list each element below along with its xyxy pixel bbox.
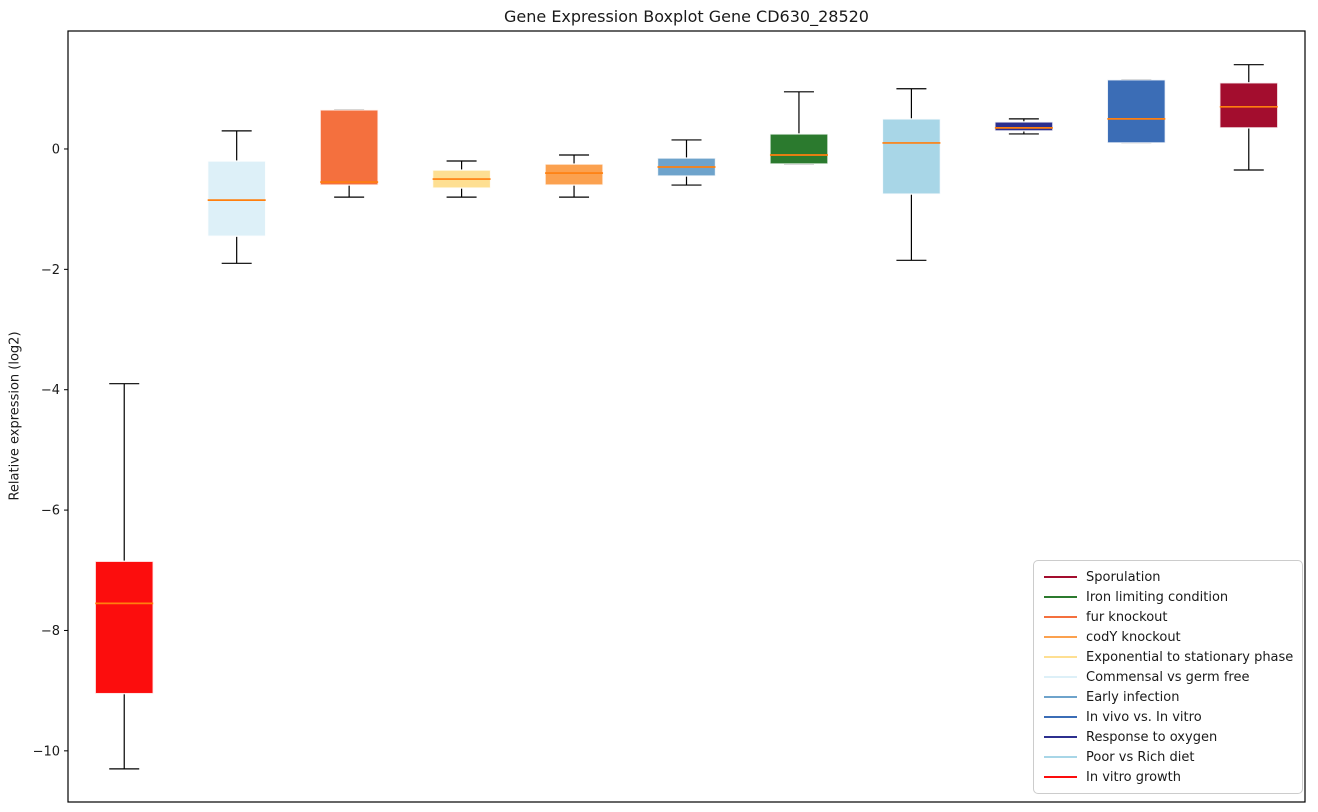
box [881, 118, 942, 195]
legend-label: Exponential to stationary phase [1086, 649, 1294, 665]
box [1219, 82, 1279, 129]
legend-item-response-to-oxygen: Response to oxygen [1044, 727, 1302, 747]
legend-swatch [1044, 715, 1077, 719]
chart-title: Gene Expression Boxplot Gene CD630_28520 [504, 7, 869, 26]
boxplot-iron-limiting-condition [769, 91, 829, 165]
legend-swatch [1044, 655, 1077, 659]
legend-item-fur-knockout: fur knockout [1044, 607, 1302, 627]
legend-label: codY knockout [1086, 629, 1181, 645]
box [544, 163, 604, 186]
legend-swatch [1044, 775, 1077, 779]
legend-item-in-vitro-growth: In vitro growth [1044, 767, 1302, 787]
legend-label: In vivo vs. In vitro [1086, 709, 1202, 725]
legend-label: Response to oxygen [1086, 729, 1218, 745]
box [319, 109, 379, 186]
y-tick-label: 0 [52, 142, 60, 157]
legend-item-early-infection: Early infection [1044, 687, 1302, 707]
legend-swatch [1044, 615, 1077, 619]
legend-items: Sporulation Iron limiting condition fur kn… [1044, 567, 1302, 787]
legend-item-exponential-to-stationary-phase: Exponential to stationary phase [1044, 647, 1302, 667]
legend-swatch [1044, 575, 1077, 579]
legend-swatch [1044, 755, 1077, 759]
y-tick-label: −8 [41, 624, 60, 639]
legend-item-cody-knockout: codY knockout [1044, 627, 1302, 647]
box [1106, 79, 1167, 144]
boxplot-fur-knockout [319, 109, 379, 198]
y-tick-label: −10 [33, 744, 60, 759]
y-tick-label: −4 [41, 383, 60, 398]
y-tick-label: −6 [41, 504, 60, 519]
boxplot-in-vitro-growth [94, 383, 154, 770]
plot-frame [67, 30, 1306, 803]
box [769, 133, 829, 165]
legend-item-poor-vs-rich-diet: Poor vs Rich diet [1044, 747, 1302, 767]
boxplot-early-infection [656, 139, 717, 186]
box [994, 121, 1054, 132]
legend-swatch [1044, 595, 1077, 599]
legend: Sporulation Iron limiting condition fur kn… [1033, 560, 1303, 794]
boxplot-sporulation [1219, 64, 1279, 171]
boxplot-exponential-to-stationary-phase [431, 160, 492, 198]
legend-item-sporulation: Sporulation [1044, 567, 1302, 587]
legend-item-iron-limiting-condition: Iron limiting condition [1044, 587, 1302, 607]
legend-swatch [1044, 695, 1077, 699]
box [206, 160, 267, 237]
legend-swatch [1044, 675, 1077, 679]
legend-label: Iron limiting condition [1086, 589, 1229, 605]
legend-label: In vitro growth [1086, 769, 1181, 785]
legend-label: Poor vs Rich diet [1086, 749, 1195, 765]
legend-label: Commensal vs germ free [1086, 669, 1250, 685]
boxplot-poor-vs-rich-diet [881, 88, 942, 261]
legend-swatch [1044, 735, 1077, 739]
legend-swatch [1044, 635, 1077, 639]
box [94, 560, 154, 695]
y-tick-label: −2 [41, 263, 60, 278]
legend-label: Early infection [1086, 689, 1180, 705]
boxplot-in-vivo-vs-in-vitro [1106, 79, 1167, 144]
legend-label: fur knockout [1086, 609, 1168, 625]
boxplot-commensal-vs-germ-free [206, 130, 267, 264]
legend-item-commensal-vs-germ-free: Commensal vs germ free [1044, 667, 1302, 687]
boxplot-cody-knockout [544, 154, 604, 198]
legend-item-in-vivo-vs-in-vitro: In vivo vs. In vitro [1044, 707, 1302, 727]
boxplot-response-to-oxygen [994, 118, 1054, 135]
legend-label: Sporulation [1086, 569, 1161, 585]
